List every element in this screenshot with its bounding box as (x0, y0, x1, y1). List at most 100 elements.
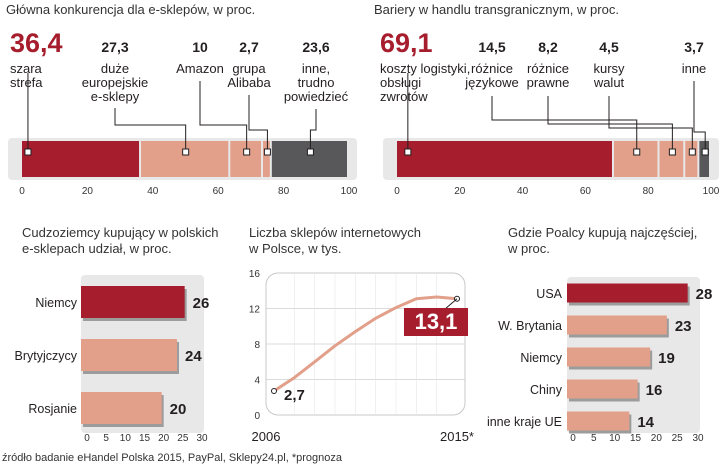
stack-segment (22, 141, 140, 177)
segment-label: trudno (298, 75, 335, 90)
segment-label: e-sklepy (91, 89, 140, 104)
category-label: Niemcy (35, 296, 77, 310)
leader-line (309, 109, 317, 152)
y-tick: 12 (249, 305, 261, 316)
y-tick: 0 (254, 411, 260, 422)
stack-segment (262, 141, 270, 177)
bar (81, 286, 185, 318)
chart-2: Cudzoziemcy kupujący w polskiche-sklepac… (15, 225, 219, 444)
chart-title: Bariery w handlu transgranicznym, w proc… (374, 2, 619, 17)
bar (567, 411, 630, 431)
endpoint-marker (271, 388, 277, 395)
chart-0: Główna konkurencja dla e-sklepów, w proc… (6, 2, 358, 197)
leader-marker (688, 148, 696, 156)
value-label: 26 (193, 295, 210, 312)
value-label: 8,2 (538, 39, 558, 55)
value-label: 19 (658, 350, 675, 367)
leader-line (693, 81, 706, 152)
segment-label: Amazon (176, 61, 224, 76)
x-tick: 25 (177, 433, 189, 444)
category-label: USA (536, 287, 562, 301)
value-label: 24 (185, 348, 202, 365)
leader-marker (182, 148, 190, 156)
category-label: W. Brytania (498, 319, 562, 333)
leader-line (199, 81, 248, 152)
x-tick: 20 (82, 186, 94, 197)
segment-label: obsługi (380, 75, 421, 90)
y-tick: 16 (249, 269, 261, 280)
x-tick: 0 (570, 433, 576, 444)
chart-title: Gdzie Poalcy kupują najczęściej, (508, 225, 697, 240)
leader-marker (404, 148, 412, 156)
x-tick: 60 (213, 186, 225, 197)
category-label: Rosjanie (28, 402, 77, 416)
category-label: Chiny (530, 383, 563, 397)
x-tick: 20 (454, 186, 466, 197)
value-label: 23,6 (302, 39, 329, 55)
segment-label: kursy (593, 61, 625, 76)
value-callout (404, 308, 468, 336)
segment-label: szara (10, 61, 43, 76)
stack-segment (613, 141, 658, 177)
leader-line (491, 96, 638, 152)
segment-label: koszty logistyki, (380, 61, 470, 76)
x-tick: 5 (591, 433, 597, 444)
x-tick: 0 (19, 186, 25, 197)
value-label: 69,1 (380, 28, 433, 58)
stack-segment (230, 141, 261, 177)
chart-title: w proc. (507, 241, 550, 256)
stack-segment (141, 141, 229, 177)
x-tick: 15 (139, 433, 151, 444)
value-label: 2,7 (239, 39, 259, 55)
bar (81, 339, 177, 371)
value-label: 20 (170, 401, 187, 418)
x-tick: 30 (196, 433, 208, 444)
segment-label: europejskie (82, 75, 149, 90)
segment-label: powiedzieć (284, 89, 349, 104)
x-tick: 30 (692, 433, 704, 444)
x-tick: 80 (643, 186, 655, 197)
leader-marker (243, 148, 251, 156)
value-label: 23 (675, 318, 692, 335)
category-label: Niemcy (520, 351, 562, 365)
stack-segment (397, 141, 612, 177)
value-label: 10 (192, 39, 208, 55)
category-label: inne kraje UE (487, 415, 562, 429)
y-tick: 8 (254, 340, 260, 351)
segment-label: językowe (464, 75, 518, 90)
leader-marker (668, 148, 676, 156)
value-label: 28 (696, 286, 713, 303)
x-tick: 40 (147, 186, 159, 197)
x-tick: 100 (703, 186, 720, 197)
x-tick: 5 (103, 433, 109, 444)
segment-label: walut (593, 75, 625, 90)
stack-segment (659, 141, 684, 177)
segment-label: inne (682, 61, 707, 76)
bar (567, 379, 638, 399)
bar (567, 283, 688, 303)
chart-title: w Polsce, w tys. (248, 241, 341, 256)
x-tick: 80 (278, 186, 290, 197)
x-tick: 20 (651, 433, 663, 444)
bar (81, 392, 162, 424)
segment-label: inne, (302, 61, 330, 76)
leader-line (248, 95, 268, 152)
segment-label: grupa (232, 61, 266, 76)
value-label: 27,3 (101, 39, 128, 55)
segment-label: Alibaba (227, 75, 271, 90)
bar (567, 315, 667, 335)
leader-line (114, 108, 187, 152)
stack-segment (271, 141, 347, 177)
x-tick: 15 (630, 433, 642, 444)
segment-label: prawne (527, 75, 570, 90)
value-label: 14 (637, 414, 654, 431)
value-label: 4,5 (599, 39, 619, 55)
value-label: 13,1 (415, 309, 458, 334)
x-tick: 2015* (440, 429, 474, 444)
x-tick: 2006 (252, 429, 281, 444)
value-label: 3,7 (684, 39, 704, 55)
x-tick: 25 (672, 433, 684, 444)
chart-title: Główna konkurencja dla e-sklepów, w proc… (6, 2, 255, 17)
value-label: 36,4 (10, 28, 63, 58)
